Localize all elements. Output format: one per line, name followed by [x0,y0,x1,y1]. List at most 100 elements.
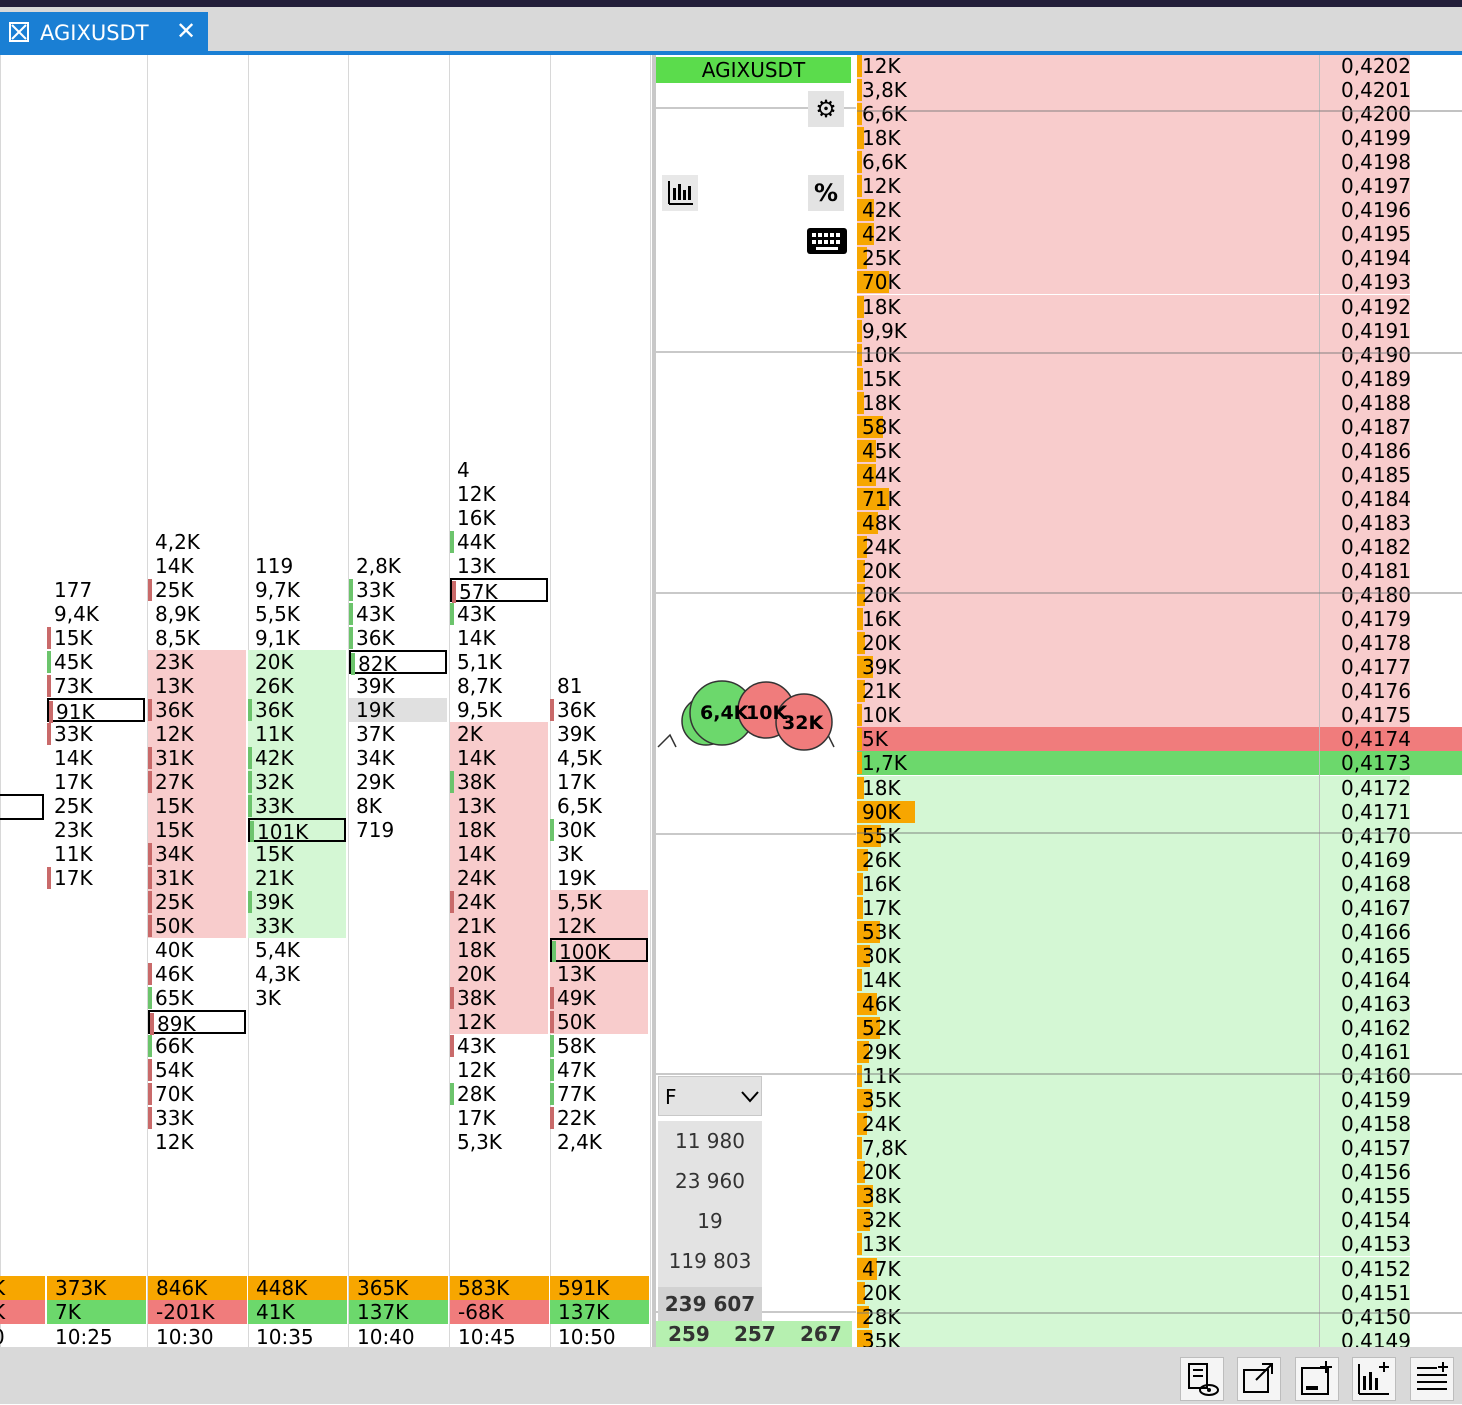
footprint-cell[interactable]: 28K [450,1082,548,1106]
ladder-row[interactable]: 42K 0,4195 [857,222,1462,246]
ladder-row[interactable]: 17K 0,4167 [857,896,1462,920]
footprint-cell[interactable]: 40K [148,938,246,962]
footprint-cell[interactable]: 66K [148,1034,246,1058]
footprint-cell[interactable]: 16K [450,506,548,530]
footprint-cell[interactable]: 38K [450,770,548,794]
ladder-row[interactable]: 46K 0,4163 [857,992,1462,1016]
ladder-row[interactable]: 12K 0,4197 [857,174,1462,198]
footprint-cell[interactable]: 3K [550,842,648,866]
ladder-row[interactable]: 10K 0,4190 [857,343,1462,367]
footprint-cell[interactable]: 46K [148,962,246,986]
price-ladder[interactable]: 12K 0,4202 3,8K 0,4201 6,6K 0,4200 18K 0,4199 6,… [857,55,1462,1347]
ladder-row[interactable]: 13K 0,4153 [857,1232,1462,1256]
footprint-cell[interactable]: 37K [349,722,447,746]
footprint-cell[interactable]: 12K [148,722,246,746]
footprint-cell[interactable]: 5,1K [450,650,548,674]
footprint-cell[interactable]: 8,7K [450,674,548,698]
ladder-row[interactable]: 38K 0,4155 [857,1184,1462,1208]
footprint-cell[interactable]: 8,9K [148,602,246,626]
book-view-button[interactable] [1180,1357,1224,1401]
footprint-cell[interactable]: 101K [248,818,346,844]
ladder-row[interactable]: 35K 0,4159 [857,1088,1462,1112]
ladder-row[interactable]: 42K 0,4196 [857,198,1462,222]
footprint-cell[interactable]: 54K [148,1058,246,1082]
ladder-row[interactable]: 20K 0,4181 [857,559,1462,583]
footprint-cell[interactable]: 12K [450,1010,548,1034]
ladder-row[interactable]: 25K 0,4194 [857,246,1462,270]
footprint-cell[interactable]: 15K [248,842,346,866]
footprint-cell[interactable]: 12K [450,482,548,506]
footprint-cell[interactable]: 19K [349,698,447,722]
footprint-cell[interactable]: 4,5K [550,746,648,770]
footprint-cell[interactable]: 4 [450,458,548,482]
ladder-row[interactable]: 30K 0,4165 [857,944,1462,968]
footprint-cell[interactable]: 20K [248,650,346,674]
footprint-cell[interactable]: 119 [248,554,346,578]
symbol-label[interactable]: AGIXUSDT [656,57,851,83]
footprint-cell[interactable]: 17K [550,770,648,794]
add-chart-button[interactable] [1352,1357,1396,1401]
footprint-cell[interactable]: 15K [148,818,246,842]
footprint-cell[interactable]: 15K [148,794,246,818]
footprint-cell[interactable]: 18K [450,938,548,962]
footprint-cell[interactable]: 31K [148,866,246,890]
footprint-cell[interactable]: 91K [47,698,145,724]
ladder-row[interactable]: 71K 0,4184 [857,487,1462,511]
footprint-cell[interactable]: 32K [248,770,346,794]
footprint-cell[interactable]: 47K [550,1058,648,1082]
footprint-cell[interactable]: 9,1K [248,626,346,650]
footprint-cell[interactable]: 9,5K [450,698,548,722]
footprint-cell[interactable]: 30K [550,818,648,842]
ladder-row[interactable]: 12K 0,4202 [857,55,1462,78]
footprint-cell[interactable]: 2,8K [349,554,447,578]
ladder-row[interactable]: 15K 0,4189 [857,367,1462,391]
ladder-row[interactable]: 9,9K 0,4191 [857,319,1462,343]
ladder-row[interactable]: 20K 0,4180 [857,583,1462,607]
ladder-row[interactable]: 6,6K 0,4198 [857,150,1462,174]
footprint-cell[interactable]: 719 [349,818,447,842]
footprint-cell[interactable]: 43K [349,602,447,626]
footprint-cell[interactable]: 14K [148,554,246,578]
footprint-cell[interactable]: 13K [148,674,246,698]
footprint-cell[interactable]: 33K [47,722,145,746]
footprint-cell[interactable]: 15K [47,626,145,650]
ladder-row[interactable]: 45K 0,4186 [857,439,1462,463]
footprint-cell[interactable]: 89K [148,1010,246,1036]
ladder-row[interactable]: 18K 0,4188 [857,391,1462,415]
footprint-cell[interactable]: 42K [248,746,346,770]
footprint-cell[interactable]: 50K [550,1010,648,1034]
footprint-cell[interactable]: 9,4K [47,602,145,626]
footprint-cell[interactable]: 57K [450,578,548,604]
ladder-row[interactable]: 6,6K 0,4200 [857,102,1462,126]
ladder-row[interactable]: 20K 0,4156 [857,1160,1462,1184]
footprint-cell[interactable]: 33K [248,794,346,818]
footprint-cell[interactable]: 31K [148,746,246,770]
footprint-cell[interactable]: 4,2K [148,530,246,554]
footprint-cell[interactable]: 13K [450,554,548,578]
footprint-cell[interactable]: 14K [450,746,548,770]
footprint-cell[interactable]: 9,7K [248,578,346,602]
ladder-row[interactable]: 14K 0,4164 [857,968,1462,992]
add-list-button[interactable] [1410,1357,1454,1401]
footprint-cell[interactable]: 100K [550,938,648,964]
ladder-row[interactable]: 29K 0,4161 [857,1040,1462,1064]
footprint-cell[interactable]: 20K [450,962,548,986]
ladder-row[interactable]: 39K 0,4177 [857,655,1462,679]
footprint-cell[interactable]: 34K [349,746,447,770]
ladder-row[interactable]: 20K 0,4178 [857,631,1462,655]
footprint-chart[interactable]: 177 9,4K 15K 45K 73K 91K 33K 14K 17K 25K 23K 11K 17K… [0,55,652,1347]
footprint-cell[interactable]: 17K [47,866,145,890]
ladder-row[interactable]: 18K 0,4192 [857,295,1462,319]
footprint-cell[interactable]: 14K [47,746,145,770]
footprint-cell[interactable]: 11K [47,842,145,866]
settings-button[interactable]: ⚙ [808,91,844,127]
footprint-cell[interactable]: 44K [450,530,548,554]
ladder-row[interactable]: 10K 0,4175 [857,703,1462,727]
ladder-row[interactable]: 35K 0,4149 [857,1329,1462,1347]
footprint-cell[interactable]: 50K [148,914,246,938]
tab-agixusdt[interactable]: AGIXUSDT ✕ [0,12,208,52]
footprint-cell[interactable]: 2K [450,722,548,746]
ladder-row[interactable]: 21K 0,4176 [857,679,1462,703]
ladder-row[interactable]: 90K 0,4171 [857,800,1462,824]
footprint-cell[interactable]: 43K [450,602,548,626]
